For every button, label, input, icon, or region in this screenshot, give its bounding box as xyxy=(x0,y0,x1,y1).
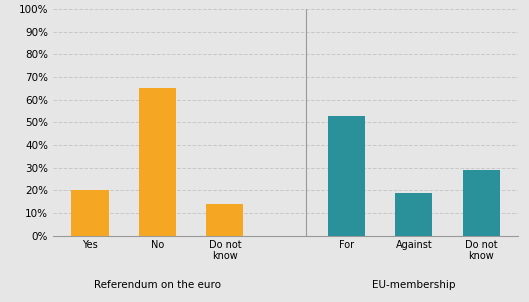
Bar xyxy=(395,193,432,236)
Bar xyxy=(71,190,108,236)
Bar xyxy=(328,115,365,236)
Bar xyxy=(139,88,176,236)
Text: EU-membership: EU-membership xyxy=(372,280,455,290)
Text: Referendum on the euro: Referendum on the euro xyxy=(94,280,221,290)
Bar xyxy=(463,170,500,236)
Bar xyxy=(206,204,243,236)
